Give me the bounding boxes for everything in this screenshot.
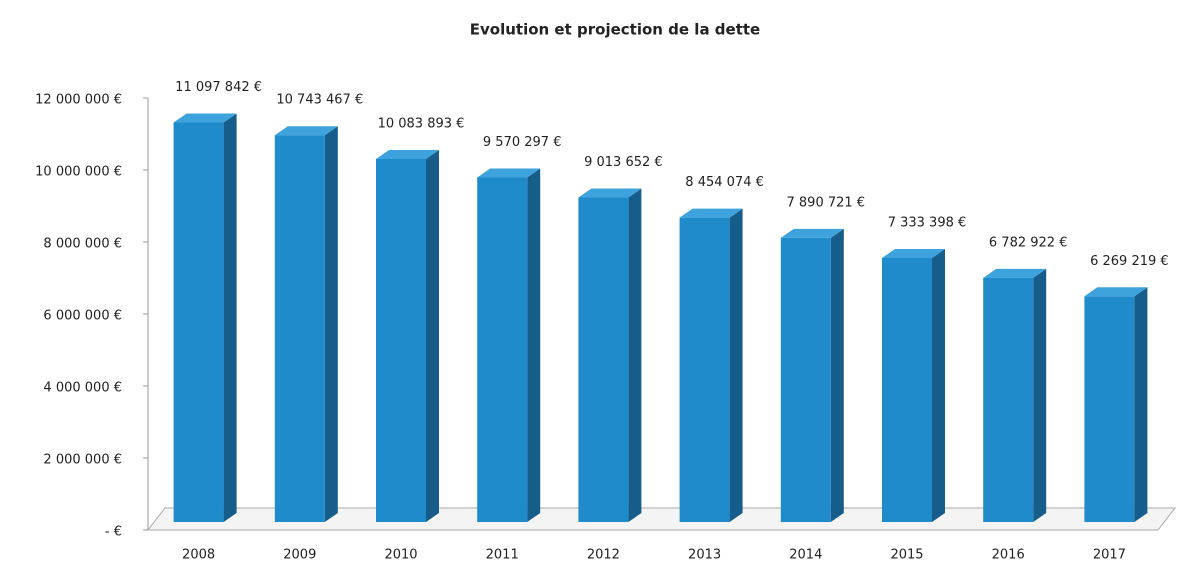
x-tick-label: 2012 [587,548,620,563]
x-tick-label: 2009 [283,548,316,563]
y-tick-label: - € [105,525,122,540]
y-tick-label: 12 000 000 € [35,93,122,108]
bar-top [882,248,945,258]
x-tick-label: 2010 [384,548,417,563]
bar [1084,296,1135,522]
value-label: 7 333 398 € [888,215,967,230]
value-label: 9 570 297 € [483,135,562,150]
value-label: 10 083 893 € [378,116,465,131]
value-label: 9 013 652 € [584,155,663,170]
bar-side [527,168,541,523]
value-label: 11 097 842 € [175,80,262,95]
x-tick-label: 2017 [1093,548,1126,563]
bar-side [223,113,237,522]
bar-side [324,126,338,522]
bar-side [1033,268,1047,522]
value-label: 7 890 721 € [787,195,866,210]
bar-top [477,168,541,178]
bar-top [274,126,338,136]
value-label: 6 269 219 € [1090,254,1169,269]
x-tick-label: 2014 [789,548,822,563]
bar-top [376,149,439,159]
bar-side [1134,287,1148,522]
bar-top [983,268,1047,278]
y-tick-label: 4 000 000 € [43,381,122,396]
bar [376,158,426,522]
x-tick-label: 2013 [688,548,721,563]
bar [578,197,629,522]
value-label: 6 782 922 € [989,235,1068,250]
chart-title: Evolution et projection de la dette [470,21,760,39]
bar [679,217,730,523]
x-tick-label: 2016 [992,548,1025,563]
bar [780,237,831,522]
y-tick-label: 8 000 000 € [43,237,122,252]
value-label: 10 743 467 € [276,93,363,108]
bar-top [173,113,237,123]
bar-side [932,248,945,522]
x-tick-label: 2011 [486,548,519,563]
bar [173,122,224,522]
y-tick-label: 6 000 000 € [43,309,122,324]
y-tick-label: 10 000 000 € [35,165,122,180]
bar [477,177,528,523]
x-tick-label: 2015 [890,548,923,563]
bar-side [729,208,743,523]
bar [274,135,325,523]
bar-side [426,149,439,522]
bar [983,277,1034,522]
bar-top [578,188,642,198]
bar-side [628,188,642,522]
value-label: 8 454 074 € [685,175,764,190]
bar [882,257,932,522]
x-tick-label: 2008 [182,548,215,563]
bar-top [1084,287,1148,297]
y-tick-label: 2 000 000 € [43,453,122,468]
bar-top [679,208,743,218]
bar-side [830,228,844,522]
bar-top [780,228,844,238]
